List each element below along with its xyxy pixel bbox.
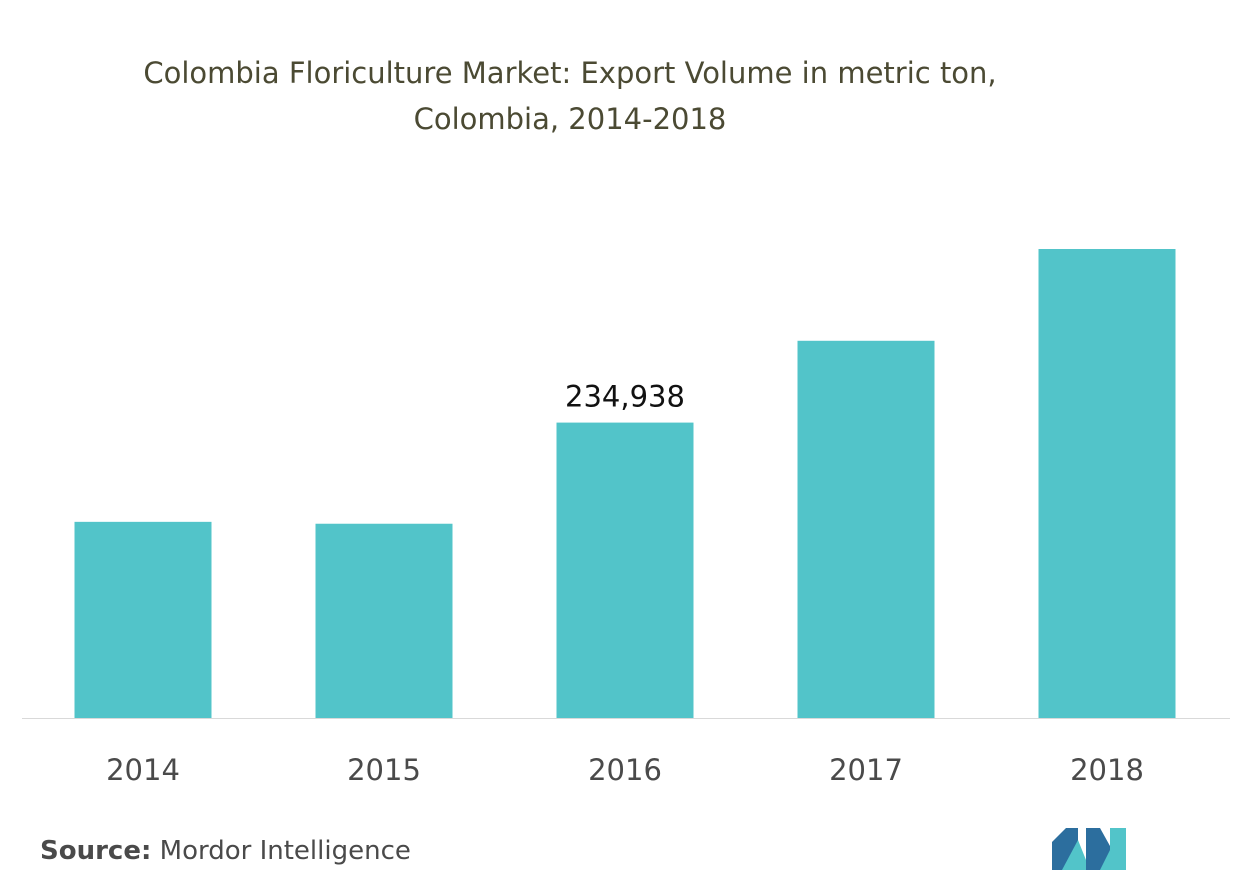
x-tick-label-2016: 2016 [588, 753, 662, 787]
source-note: Source: Mordor Intelligence [40, 836, 411, 866]
x-tick-label-2017: 2017 [829, 753, 903, 787]
data-label-2016: 234,938 [565, 380, 685, 414]
chart-title-line-1: Colombia Floriculture Market: Export Vol… [143, 56, 997, 90]
chart-title-line-2: Colombia, 2014-2018 [413, 102, 727, 136]
mordor-intelligence-logo-icon [1052, 828, 1126, 870]
x-tick-label-2015: 2015 [347, 753, 421, 787]
source-label: Source: [40, 836, 152, 866]
bar-2014 [74, 521, 212, 718]
bar-2017 [797, 340, 935, 718]
source-text: Mordor Intelligence [159, 836, 411, 866]
x-tick-label-2014: 2014 [106, 753, 180, 787]
bar-2018 [1038, 249, 1176, 718]
x-tick-label-2018: 2018 [1070, 753, 1144, 787]
bar-2015 [315, 523, 453, 718]
chart-title: Colombia Floriculture Market: Export Vol… [0, 50, 1140, 142]
bar-2016 [556, 422, 694, 718]
